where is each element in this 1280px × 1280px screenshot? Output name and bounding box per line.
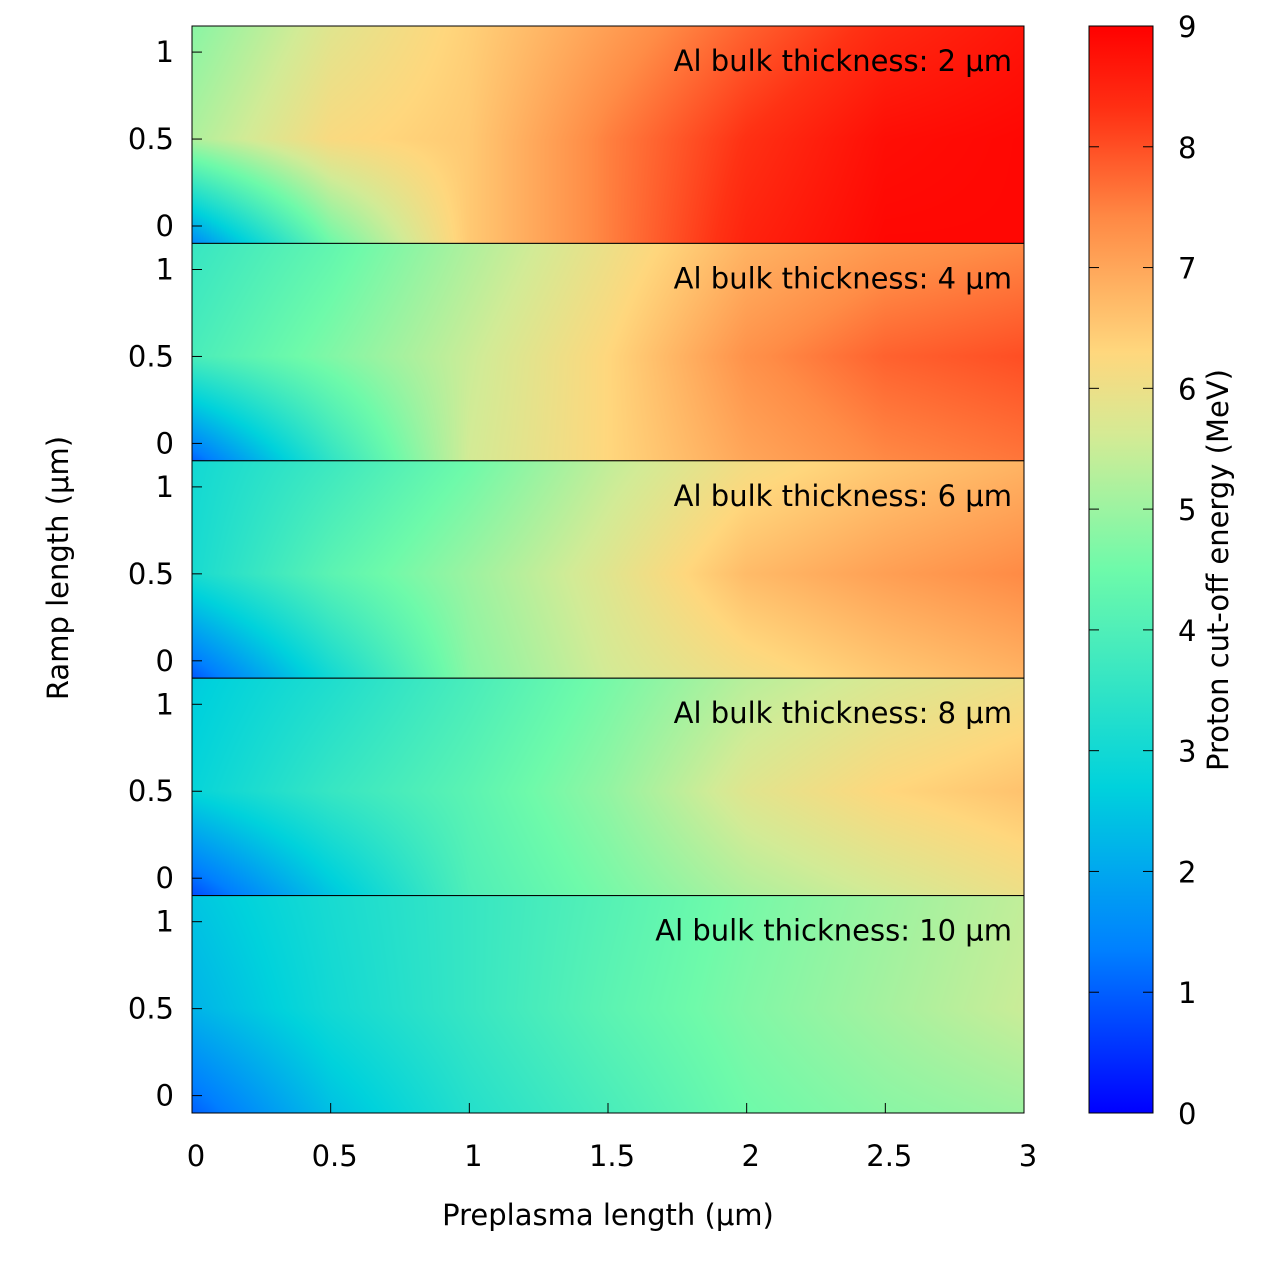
ticks-layer: 0 0.5 1 0 0.5 1 0 0.5 1 0 0.5 1 0 0.5 1 0 0.5 1 1.5 2 2.5 3: [128, 35, 1037, 1173]
colorbar-tick-label: 4: [1178, 614, 1196, 648]
y-tick-label: 0: [156, 426, 174, 460]
heatmap-panel: Al bulk thickness: 6 μm: [191, 460, 1025, 679]
y-tick-label: 0: [156, 1079, 174, 1113]
x-tick-label: 1.5: [589, 1139, 635, 1173]
y-tick-label: 0.5: [128, 122, 174, 156]
y-tick-label: 1: [156, 35, 174, 69]
y-tick-label: 1: [156, 687, 174, 721]
colorbar-tick-label: 8: [1178, 131, 1196, 165]
y-tick-label: 0.5: [128, 339, 174, 373]
panel-label: Al bulk thickness: 6 μm: [674, 479, 1012, 513]
y-tick-label: 0: [156, 644, 174, 678]
colorbar-tick-label: 2: [1178, 855, 1196, 889]
panel-label: Al bulk thickness: 10 μm: [655, 914, 1012, 948]
colorbar-tick-label: 3: [1178, 735, 1196, 769]
panel-label: Al bulk thickness: 4 μm: [674, 261, 1012, 295]
heatmap-panel: Al bulk thickness: 2 μm: [191, 25, 1025, 244]
heatmap-cells: [192, 460, 1024, 679]
y-tick-label: 0.5: [128, 774, 174, 808]
y-tick-label: 1: [156, 470, 174, 504]
x-tick-label: 0.5: [312, 1139, 358, 1173]
colorbar: 0 1 2 3 4 5 6 7 8 9: [1088, 10, 1196, 1131]
x-tick-label: 2.5: [866, 1139, 912, 1173]
y-tick-label: 1: [156, 252, 174, 286]
colorbar-tick-label: 1: [1178, 976, 1196, 1010]
y-tick-label: 0.5: [128, 992, 174, 1026]
colorbar-gradient: [1088, 25, 1154, 1114]
x-tick-label: 0: [187, 1139, 205, 1173]
x-tick-label: 1: [464, 1139, 482, 1173]
heatmap-cells: [192, 26, 1024, 244]
panels-layer: Al bulk thickness: 2 μm Al bulk thickness…: [191, 25, 1025, 1114]
y-tick-label: 0: [156, 861, 174, 895]
x-tick-label: 2: [741, 1139, 759, 1173]
y-tick-label: 0: [156, 209, 174, 243]
panel-label: Al bulk thickness: 2 μm: [674, 44, 1012, 78]
heatmap-cells: [192, 678, 1024, 896]
colorbar-title: Proton cut-off energy (MeV): [1201, 369, 1235, 771]
heatmap-panel: Al bulk thickness: 10 μm: [191, 895, 1025, 1114]
y-tick-label: 1: [156, 905, 174, 939]
colorbar-tick-label: 0: [1178, 1097, 1196, 1131]
x-tick-label: 3: [1019, 1139, 1037, 1173]
y-axis-title: Ramp length (μm): [41, 436, 75, 700]
heatmap-panel: Al bulk thickness: 4 μm: [191, 242, 1025, 462]
colorbar-tick-label: 5: [1178, 493, 1196, 527]
colorbar-tick-label: 9: [1178, 10, 1196, 44]
heatmap-cells: [192, 895, 1024, 1113]
x-axis-title: Preplasma length (μm): [442, 1198, 774, 1232]
colorbar-tick-label: 7: [1178, 252, 1196, 286]
heatmap-cells: [192, 243, 1024, 461]
panel-label: Al bulk thickness: 8 μm: [674, 696, 1012, 730]
colorbar-tick-label: 6: [1178, 372, 1196, 406]
y-tick-label: 0.5: [128, 557, 174, 591]
heatmap-panel: Al bulk thickness: 8 μm: [191, 677, 1025, 897]
